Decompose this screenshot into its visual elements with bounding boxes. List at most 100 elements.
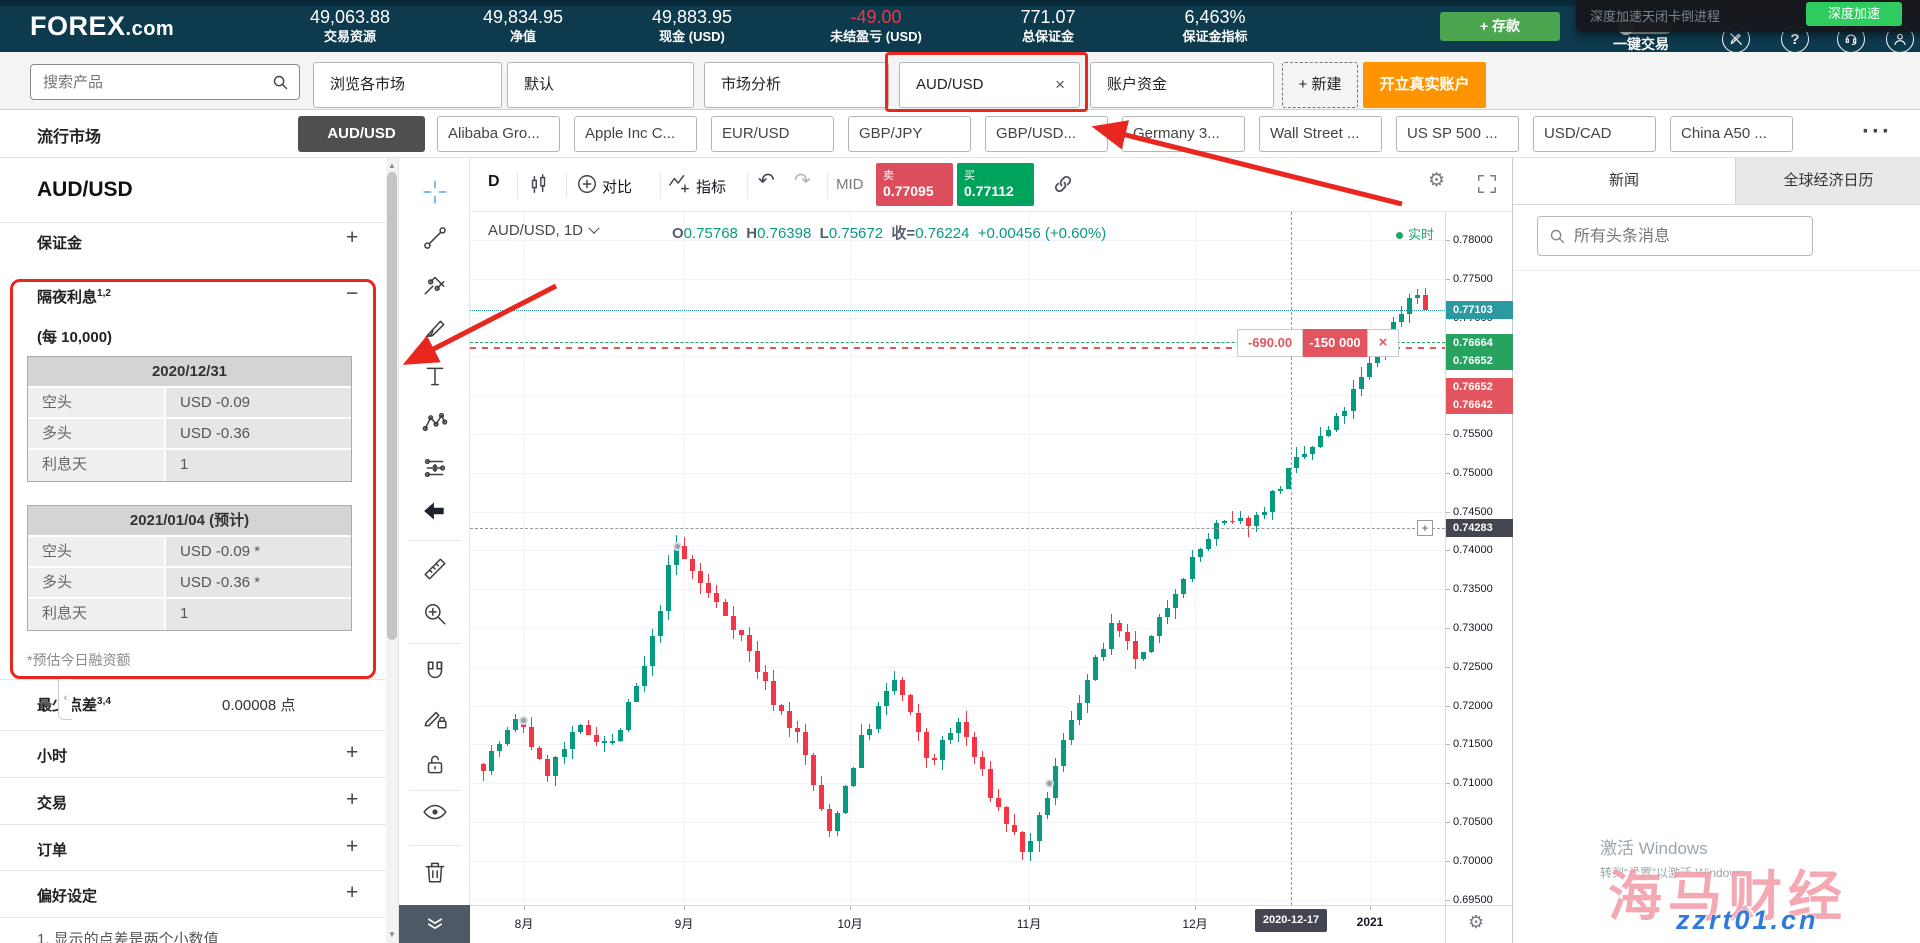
more-markets-icon[interactable]: ··· [1862, 118, 1892, 145]
market-tab-GBP/JPY[interactable]: GBP/JPY [848, 116, 971, 152]
drawing-anchor-dot[interactable] [519, 716, 528, 725]
market-tab-Apple Inc C...[interactable]: Apple Inc C... [574, 116, 697, 152]
text-icon[interactable] [421, 362, 449, 390]
table-cell-value: USD -0.36 * [166, 568, 351, 597]
buy-button[interactable]: 买 0.77112 [957, 163, 1034, 206]
time-axis[interactable]: ⚙ 8月 9月 10月 11月 12月 2021 2020-12-17 [470, 905, 1512, 943]
arrow-icon[interactable] [421, 497, 449, 525]
tab-economic-calendar[interactable]: 全球经济日历 [1735, 158, 1920, 204]
scroll-up-icon[interactable]: ▲ [388, 161, 396, 170]
scrollbar-thumb[interactable] [387, 172, 397, 640]
open-live-account-button[interactable]: 开立真实账户 [1363, 62, 1486, 108]
redo-button[interactable]: ↷ [794, 170, 811, 192]
margin-expand-icon[interactable]: + [346, 226, 359, 249]
section-expand-icon[interactable]: + [346, 788, 359, 811]
new-tab-button[interactable]: + 新建 [1282, 62, 1358, 108]
news-search-input[interactable] [1574, 225, 1802, 249]
realtime-badge: 实时 [1396, 224, 1434, 243]
position-line[interactable] [470, 347, 1445, 349]
section-expand-icon[interactable]: + [346, 881, 359, 904]
indicators-button[interactable]: 指标 [696, 179, 727, 196]
market-tab-AUD/USD[interactable]: AUD/USD [298, 116, 425, 152]
panel-collapse-handle[interactable]: ‹ [58, 676, 72, 720]
drawing-anchor-dot[interactable] [673, 542, 682, 551]
trendline-icon[interactable] [421, 224, 449, 252]
position-tag-group[interactable]: -690.00 -150 000 × [1237, 329, 1399, 357]
overnight-collapse-icon[interactable]: − [346, 282, 359, 305]
compare-button[interactable]: 对比 [602, 179, 633, 196]
tab-市场分析[interactable]: 市场分析 [704, 62, 889, 108]
tab-account-funds[interactable]: 账户资金 [1090, 62, 1274, 108]
price-line-drag-handle[interactable]: + [1417, 520, 1433, 536]
candle [690, 558, 695, 572]
candle [1173, 593, 1178, 609]
mid-price-mode-label[interactable]: MID [836, 176, 864, 193]
news-search-box[interactable] [1537, 216, 1813, 256]
product-search-box[interactable] [30, 64, 300, 100]
market-tab-US SP 500 ...[interactable]: US SP 500 ... [1396, 116, 1519, 152]
price-tick-label: 0.70000 [1453, 855, 1493, 867]
search-icon [1550, 229, 1565, 244]
drawing-anchor-dot[interactable] [1045, 779, 1054, 788]
magnet-icon[interactable] [421, 658, 449, 686]
deposit-button[interactable]: + 存款 [1440, 12, 1560, 41]
timeframe-button[interactable]: D [488, 173, 500, 190]
fullscreen-icon[interactable] [1476, 173, 1498, 200]
eye-icon[interactable] [421, 798, 449, 826]
brush-icon[interactable] [421, 316, 449, 344]
crosshair-icon[interactable] [421, 178, 449, 206]
price-axis[interactable]: 0.780000.775000.770000.765000.760000.755… [1445, 212, 1513, 906]
tab-aud-usd-document[interactable]: AUD/USD × [899, 62, 1080, 108]
order-line-buy[interactable] [470, 342, 1445, 343]
ruler-icon[interactable] [421, 555, 449, 583]
trash-icon[interactable] [421, 858, 449, 886]
forex-logo[interactable]: FOREX.com [30, 11, 174, 42]
tab-news[interactable]: 新闻 [1608, 172, 1639, 189]
sell-button[interactable]: 卖 0.77095 [876, 163, 953, 206]
market-tab-China A50 ...[interactable]: China A50 ... [1670, 116, 1793, 152]
chart-settings-gear-icon[interactable]: ⚙ [1428, 170, 1446, 191]
compare-icon[interactable] [576, 173, 598, 200]
zoom-in-icon[interactable] [421, 600, 449, 628]
tab-浏览各市场[interactable]: 浏览各市场 [313, 62, 502, 108]
chart-symbol-legend[interactable]: AUD/USD, 1D [488, 222, 600, 239]
undo-button[interactable]: ↶ [758, 170, 775, 192]
time-axis-settings-icon[interactable]: ⚙ [1468, 912, 1485, 932]
price-tick-label: 0.74500 [1453, 506, 1493, 518]
candle [1037, 814, 1042, 842]
candle [674, 545, 679, 566]
toolbar-collapse-button[interactable] [399, 905, 471, 943]
section-expand-icon[interactable]: + [346, 741, 359, 764]
market-tab-USD/CAD[interactable]: USD/CAD [1533, 116, 1656, 152]
scroll-down-icon[interactable]: ▼ [388, 930, 396, 939]
lock-icon[interactable] [421, 750, 449, 778]
price-tag-order-buy: 0.76664 [1446, 334, 1513, 352]
close-tab-icon[interactable]: × [1055, 75, 1065, 94]
price-tick [1446, 706, 1450, 707]
candle [835, 813, 840, 832]
candle [876, 706, 881, 729]
projection-icon[interactable] [421, 454, 449, 482]
pattern-icon[interactable] [421, 408, 449, 436]
candle [1165, 608, 1170, 617]
sidebar-scrollbar[interactable]: ▲ ▼ [386, 158, 398, 943]
site-watermark: zzrt01.cn [1676, 905, 1819, 935]
price-tick [1446, 279, 1450, 280]
section-expand-icon[interactable]: + [346, 835, 359, 858]
product-search-input[interactable] [43, 71, 263, 93]
tab-默认[interactable]: 默认 [507, 62, 694, 108]
accelerator-button[interactable]: 深度加速 [1806, 2, 1902, 26]
close-position-icon[interactable]: × [1367, 329, 1399, 357]
indicators-icon[interactable] [668, 173, 690, 200]
candlestick-chart-area[interactable]: -690.00 -150 000 × + [470, 212, 1445, 905]
market-tab-Alibaba Gro...[interactable]: Alibaba Gro... [437, 116, 560, 152]
candle [1359, 376, 1364, 390]
market-tab-GBP/USD...[interactable]: GBP/USD... [985, 116, 1108, 152]
link-chart-icon[interactable] [1052, 173, 1074, 200]
market-tab-Germany 3...[interactable]: Germany 3... [1122, 116, 1245, 152]
pitchfork-icon[interactable] [421, 270, 449, 298]
market-tab-EUR/USD[interactable]: EUR/USD [711, 116, 834, 152]
market-tab-Wall Street ...[interactable]: Wall Street ... [1259, 116, 1382, 152]
drawing-lock-icon[interactable] [421, 704, 449, 732]
candle-style-icon[interactable] [528, 173, 550, 200]
